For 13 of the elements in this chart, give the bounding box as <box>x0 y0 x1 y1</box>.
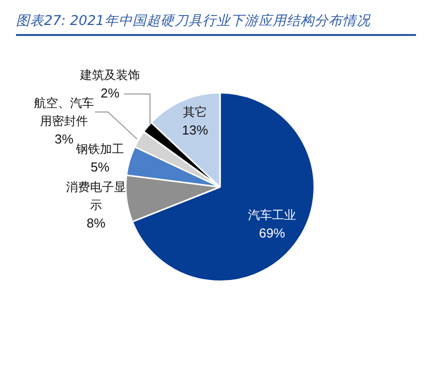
slice-label: 航空、汽车用密封件 <box>34 96 94 128</box>
data-label: 13% <box>182 122 208 138</box>
data-label: 3% <box>54 132 74 147</box>
data-label: 5% <box>90 160 110 175</box>
slice-label: 其它 <box>183 105 207 120</box>
data-label: 2% <box>100 86 120 101</box>
slice-label: 消费电子显示 <box>66 180 126 212</box>
slice-label: 钢铁加工 <box>75 142 124 156</box>
data-label: 69% <box>258 226 286 241</box>
data-label: 8% <box>86 216 106 231</box>
chart-title: 图表27: 2021年中国超硬刀具行业下游应用结构分布情况 <box>16 12 416 36</box>
slice-label: 汽车工业 <box>248 208 296 222</box>
slice-label: 建筑及装饰 <box>79 68 140 82</box>
